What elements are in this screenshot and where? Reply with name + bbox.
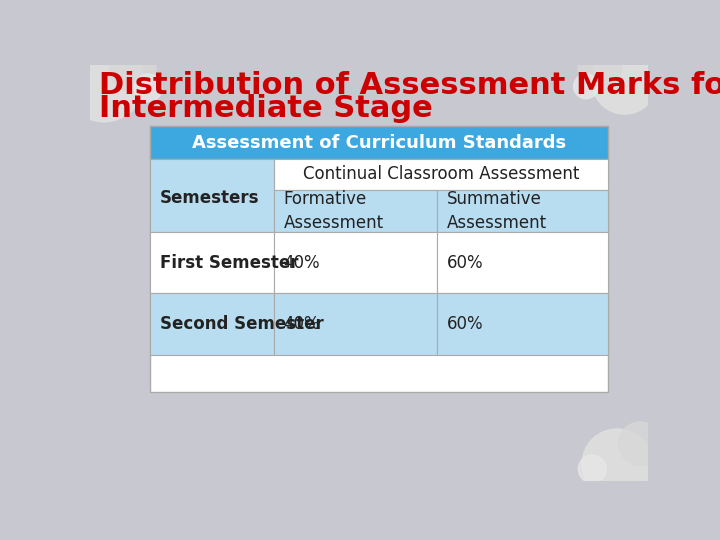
- Bar: [150, 159, 274, 232]
- Circle shape: [578, 455, 606, 483]
- Text: Formative
Assessment: Formative Assessment: [284, 190, 384, 232]
- Circle shape: [578, 47, 621, 90]
- Bar: [437, 190, 608, 232]
- Bar: [150, 126, 608, 159]
- Circle shape: [593, 49, 657, 114]
- Text: First Semester: First Semester: [160, 254, 298, 272]
- Circle shape: [618, 422, 662, 465]
- Bar: [437, 294, 608, 355]
- Text: Distribution of Assessment Marks for the: Distribution of Assessment Marks for the: [99, 71, 720, 100]
- Circle shape: [134, 74, 162, 102]
- Bar: [274, 294, 437, 355]
- Text: 40%: 40%: [284, 315, 320, 333]
- Text: Continual Classroom Assessment: Continual Classroom Assessment: [303, 165, 580, 183]
- Bar: [437, 232, 608, 294]
- Text: Semesters: Semesters: [160, 190, 259, 207]
- Text: 60%: 60%: [446, 315, 483, 333]
- Text: Summative
Assessment: Summative Assessment: [446, 190, 546, 232]
- Text: 40%: 40%: [284, 254, 320, 272]
- Circle shape: [109, 45, 156, 92]
- Circle shape: [63, 42, 144, 122]
- Text: Intermediate Stage: Intermediate Stage: [99, 94, 433, 123]
- Bar: [150, 126, 608, 392]
- Bar: [274, 232, 437, 294]
- Bar: [150, 232, 274, 294]
- Bar: [150, 294, 274, 355]
- Text: 60%: 60%: [446, 254, 483, 272]
- Circle shape: [574, 74, 598, 99]
- Circle shape: [582, 429, 652, 498]
- Text: Second Semester: Second Semester: [160, 315, 323, 333]
- Text: Assessment of Curriculum Standards: Assessment of Curriculum Standards: [192, 133, 566, 152]
- Circle shape: [101, 92, 122, 114]
- Bar: [274, 190, 437, 232]
- Bar: [274, 159, 608, 190]
